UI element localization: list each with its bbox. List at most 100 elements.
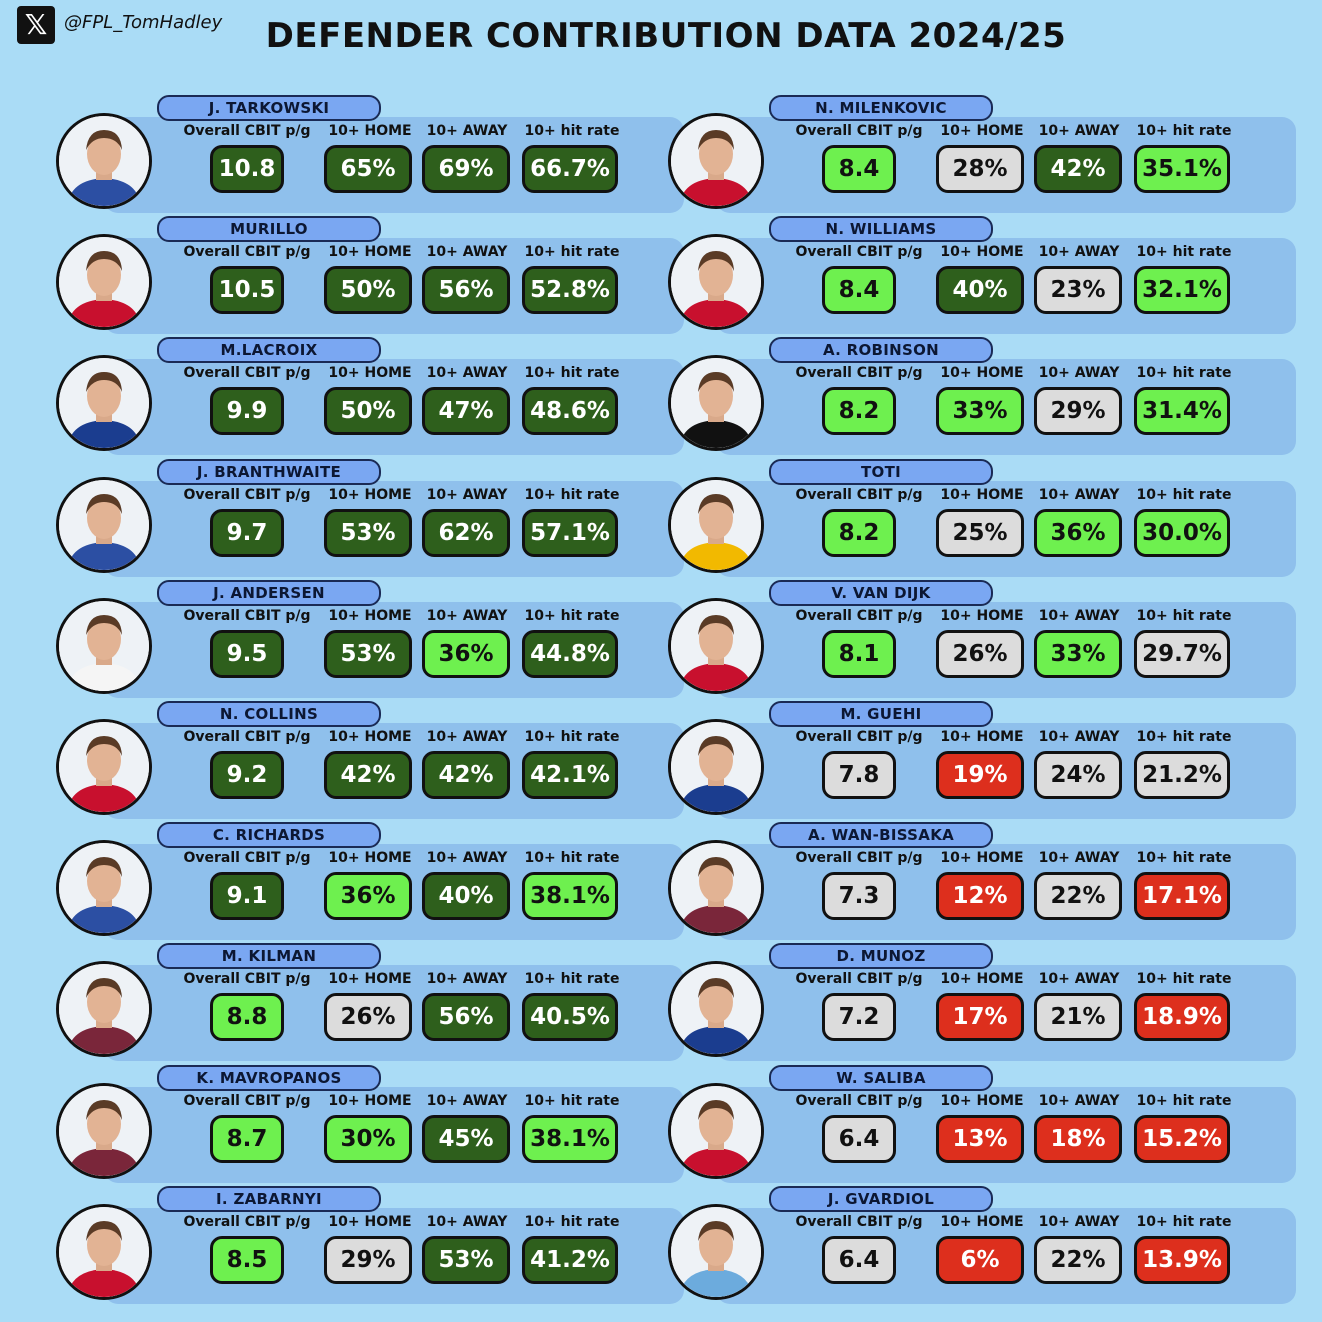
avatar	[668, 355, 764, 451]
away-value: 29%	[1034, 387, 1122, 435]
avatar	[56, 1083, 152, 1179]
player-card: A. ROBINSON Overall CBIT p/g 10+ HOME 10+ A…	[668, 337, 1322, 467]
player-photo-icon	[59, 843, 149, 933]
player-photo-icon	[59, 1207, 149, 1297]
page-title: DEFENDER CONTRIBUTION DATA 2024/25	[265, 16, 1067, 56]
player-card: K. MAVROPANOS Overall CBIT p/g 10+ HOME 10+…	[56, 1065, 756, 1195]
hit-rate-label: 10+ hit rate	[524, 608, 620, 624]
hit-rate-value: 42.1%	[522, 751, 618, 799]
hit-rate-label: 10+ hit rate	[1136, 1214, 1232, 1230]
home-value: 36%	[324, 872, 412, 920]
player-name: A. ROBINSON	[769, 337, 993, 363]
avatar	[668, 961, 764, 1057]
hit-rate-label: 10+ hit rate	[524, 971, 620, 987]
player-card: M.LACROIX Overall CBIT p/g 10+ HOME 10+ AWA…	[56, 337, 756, 467]
player-name: J. GVARDIOL	[769, 1186, 993, 1212]
player-card: J. TARKOWSKI Overall CBIT p/g 10+ HOME 10+ …	[56, 95, 756, 225]
cbit-label: Overall CBIT p/g	[183, 1214, 311, 1230]
away-value: 24%	[1034, 751, 1122, 799]
cbit-label: Overall CBIT p/g	[183, 850, 311, 866]
player-name: M.LACROIX	[157, 337, 381, 363]
player-photo-icon	[671, 480, 761, 570]
home-label: 10+ HOME	[940, 123, 1024, 139]
away-value: 42%	[422, 751, 510, 799]
hit-rate-label: 10+ hit rate	[1136, 608, 1232, 624]
player-card: MURILLO Overall CBIT p/g 10+ HOME 10+ AWAY 1…	[56, 216, 756, 346]
cbit-value: 8.5	[210, 1236, 284, 1284]
home-label: 10+ HOME	[940, 608, 1024, 624]
hit-rate-value: 48.6%	[522, 387, 618, 435]
cbit-value: 9.1	[210, 872, 284, 920]
player-photo-icon	[671, 722, 761, 812]
home-label: 10+ HOME	[328, 244, 412, 260]
home-label: 10+ HOME	[328, 1093, 412, 1109]
avatar	[668, 234, 764, 330]
cbit-label: Overall CBIT p/g	[795, 850, 923, 866]
home-label: 10+ HOME	[940, 850, 1024, 866]
hit-rate-label: 10+ hit rate	[1136, 729, 1232, 745]
hit-rate-label: 10+ hit rate	[524, 850, 620, 866]
cbit-value: 8.4	[822, 266, 896, 314]
away-value: 40%	[422, 872, 510, 920]
player-photo-icon	[671, 843, 761, 933]
hit-rate-value: 15.2%	[1134, 1115, 1230, 1163]
player-photo-icon	[671, 116, 761, 206]
player-name: N. WILLIAMS	[769, 216, 993, 242]
hit-rate-value: 29.7%	[1134, 630, 1230, 678]
cbit-value: 7.8	[822, 751, 896, 799]
home-label: 10+ HOME	[940, 244, 1024, 260]
hit-rate-label: 10+ hit rate	[1136, 1093, 1232, 1109]
player-photo-icon	[671, 964, 761, 1054]
home-value: 50%	[324, 387, 412, 435]
away-value: 21%	[1034, 993, 1122, 1041]
cbit-value: 8.7	[210, 1115, 284, 1163]
player-photo-icon	[671, 601, 761, 691]
cbit-label: Overall CBIT p/g	[183, 1093, 311, 1109]
away-label: 10+ AWAY	[1038, 850, 1120, 866]
home-value: 13%	[936, 1115, 1024, 1163]
cbit-value: 6.4	[822, 1115, 896, 1163]
cbit-value: 9.2	[210, 751, 284, 799]
away-value: 18%	[1034, 1115, 1122, 1163]
player-card: TOTI Overall CBIT p/g 10+ HOME 10+ AWAY 10+ …	[668, 459, 1322, 589]
player-photo-icon	[59, 722, 149, 812]
cbit-value: 9.7	[210, 509, 284, 557]
away-label: 10+ AWAY	[426, 608, 508, 624]
player-card: J. ANDERSEN Overall CBIT p/g 10+ HOME 10+ A…	[56, 580, 756, 710]
away-label: 10+ AWAY	[426, 123, 508, 139]
away-label: 10+ AWAY	[1038, 365, 1120, 381]
avatar	[56, 598, 152, 694]
away-label: 10+ AWAY	[1038, 123, 1120, 139]
away-value: 42%	[1034, 145, 1122, 193]
hit-rate-value: 66.7%	[522, 145, 618, 193]
hit-rate-label: 10+ hit rate	[1136, 487, 1232, 503]
player-card: M. KILMAN Overall CBIT p/g 10+ HOME 10+ AWA…	[56, 943, 756, 1073]
player-photo-icon	[59, 601, 149, 691]
player-name: N. MILENKOVIC	[769, 95, 993, 121]
avatar	[668, 477, 764, 573]
player-name: J. BRANTHWAITE	[157, 459, 381, 485]
player-name: J. TARKOWSKI	[157, 95, 381, 121]
away-value: 45%	[422, 1115, 510, 1163]
home-value: 19%	[936, 751, 1024, 799]
home-value: 42%	[324, 751, 412, 799]
cbit-label: Overall CBIT p/g	[795, 244, 923, 260]
avatar	[56, 719, 152, 815]
player-card: D. MUNOZ Overall CBIT p/g 10+ HOME 10+ AWAY…	[668, 943, 1322, 1073]
cbit-value: 9.9	[210, 387, 284, 435]
cbit-label: Overall CBIT p/g	[795, 1093, 923, 1109]
avatar	[668, 840, 764, 936]
cbit-label: Overall CBIT p/g	[183, 123, 311, 139]
cbit-value: 7.3	[822, 872, 896, 920]
hit-rate-value: 17.1%	[1134, 872, 1230, 920]
cbit-value: 10.8	[210, 145, 284, 193]
hit-rate-value: 13.9%	[1134, 1236, 1230, 1284]
hit-rate-label: 10+ hit rate	[524, 365, 620, 381]
avatar	[56, 840, 152, 936]
away-label: 10+ AWAY	[1038, 971, 1120, 987]
cbit-value: 10.5	[210, 266, 284, 314]
player-name: I. ZABARNYI	[157, 1186, 381, 1212]
avatar	[56, 477, 152, 573]
hit-rate-value: 38.1%	[522, 1115, 618, 1163]
home-label: 10+ HOME	[940, 487, 1024, 503]
